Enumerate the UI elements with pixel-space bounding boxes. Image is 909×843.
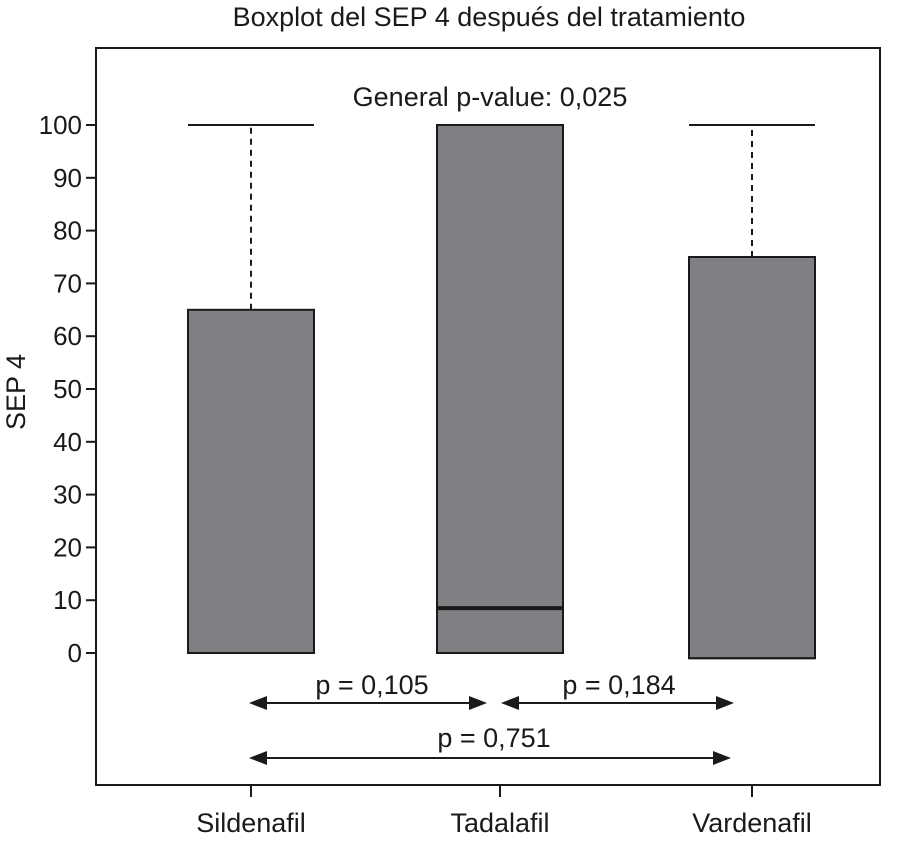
x-tick-label: Sildenafil <box>196 808 306 838</box>
box-sildenafil <box>187 124 315 654</box>
arrow-head-right <box>716 696 734 710</box>
arrow-p1 <box>249 696 487 710</box>
arrow-head-left <box>249 696 267 710</box>
box-body <box>688 256 816 660</box>
y-tick-label: 100 <box>39 110 82 140</box>
general-p-value: General p-value: 0,025 <box>353 82 628 112</box>
arrow-head-right <box>469 696 487 710</box>
y-axis-label: SEP 4 <box>1 354 31 430</box>
arrow-head-left <box>249 751 267 765</box>
y-tick-label: 50 <box>53 374 82 404</box>
box-body <box>436 124 564 654</box>
box-body <box>187 308 315 654</box>
y-tick-label: 0 <box>68 638 82 668</box>
annotations-group: General p-value: 0,025 p = 0,105 p = 0,184… <box>249 82 734 765</box>
p-value-label: p = 0,105 <box>315 670 428 700</box>
boxes-group <box>187 124 816 660</box>
x-tick-label: Tadalafil <box>450 808 549 838</box>
y-axis: 0 10 20 30 40 50 60 70 80 90 100 <box>39 110 96 668</box>
arrow-p2 <box>501 696 734 710</box>
box-vardenafil <box>688 124 816 660</box>
y-tick-label: 40 <box>53 427 82 457</box>
y-tick-label: 30 <box>53 480 82 510</box>
x-tick-label: Vardenafil <box>692 808 812 838</box>
p-value-label: p = 0,184 <box>562 670 675 700</box>
y-tick-label: 80 <box>53 216 82 246</box>
y-tick-label: 60 <box>53 321 82 351</box>
plot-frame <box>95 47 881 786</box>
arrow-head-right <box>713 751 731 765</box>
arrow-head-left <box>501 696 519 710</box>
y-tick-label: 10 <box>53 585 82 615</box>
box-tadalafil <box>436 124 564 654</box>
y-tick-label: 70 <box>53 268 82 298</box>
arrow-p3 <box>249 751 731 765</box>
y-tick-label: 20 <box>53 532 82 562</box>
p-value-label: p = 0,751 <box>437 723 550 753</box>
chart-title: Boxplot del SEP 4 después del tratamient… <box>233 2 746 32</box>
y-tick-label: 90 <box>53 163 82 193</box>
x-axis: Sildenafil Tadalafil Vardenafil <box>196 785 812 838</box>
